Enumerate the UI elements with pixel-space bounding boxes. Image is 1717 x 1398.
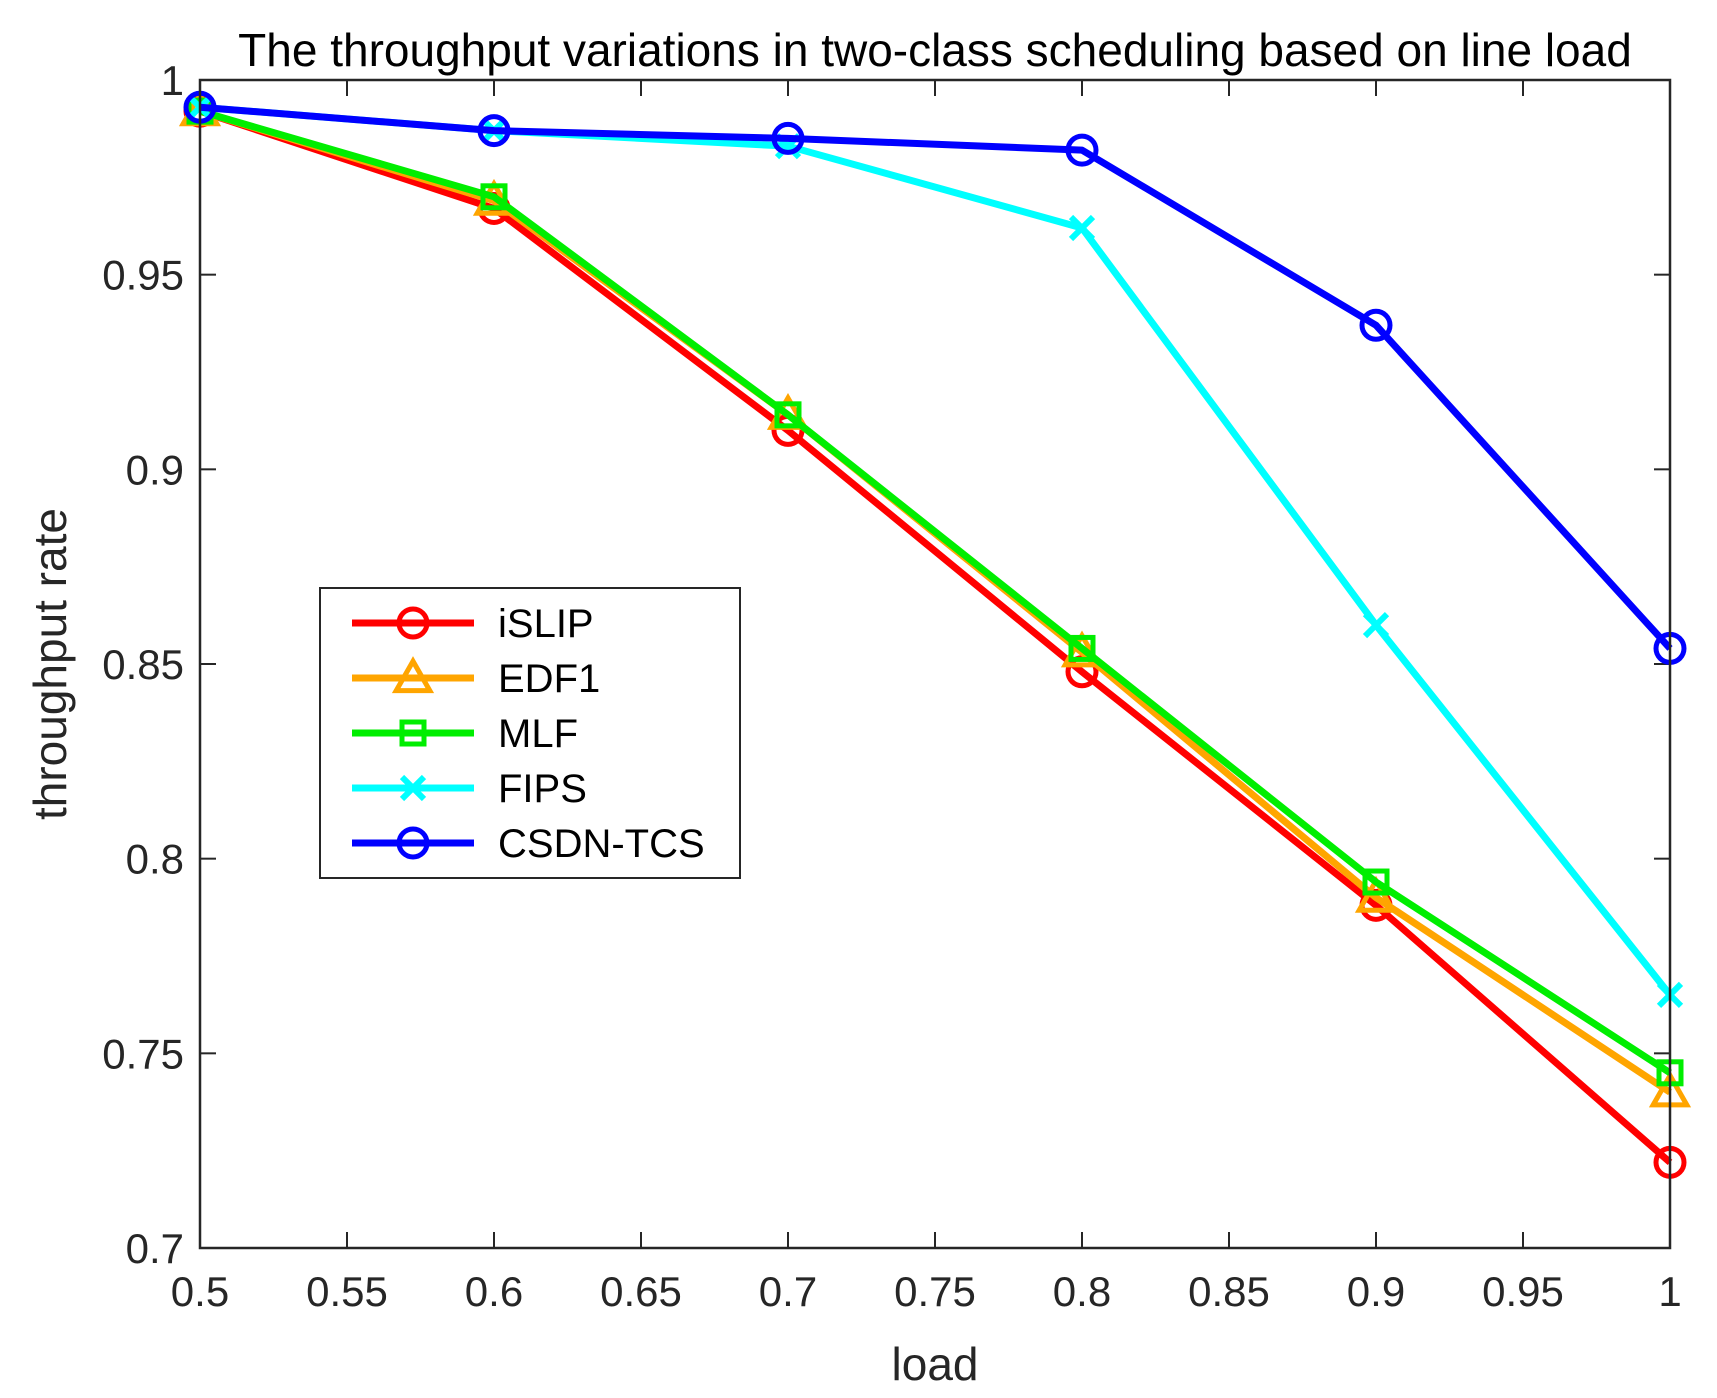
x-tick-label: 0.65 xyxy=(600,1268,682,1315)
y-axis-label: throughput rate xyxy=(24,508,76,820)
x-tick-label: 0.6 xyxy=(465,1268,523,1315)
y-tick-label: 0.9 xyxy=(126,446,184,493)
legend: iSLIP EDF1 MLF FIPS CSDN-TCS xyxy=(319,587,741,879)
legend-label: EDF1 xyxy=(498,657,600,701)
data-point xyxy=(1068,634,1096,662)
legend-item: MLF xyxy=(352,712,578,756)
data-point xyxy=(774,401,802,429)
series-line xyxy=(199,103,1673,651)
legend-marker xyxy=(396,606,430,640)
x-tick-label: 0.95 xyxy=(1482,1268,1564,1315)
data-point xyxy=(771,121,805,155)
x-tick-label: 0.55 xyxy=(306,1268,388,1315)
data-point xyxy=(1362,611,1390,639)
legend-item: CSDN-TCS xyxy=(352,822,705,866)
legend-marker xyxy=(396,826,430,860)
legend-label: CSDN-TCS xyxy=(498,822,705,866)
x-tick-labels: 0.5 0.55 0.6 0.65 0.7 0.75 0.8 0.85 0.9 0.95 1 xyxy=(171,1268,1682,1315)
series-layer xyxy=(178,89,1692,1179)
legend-item: EDF1 xyxy=(352,656,600,701)
plot-frame xyxy=(198,78,1672,1250)
x-tick-label: 0.85 xyxy=(1188,1268,1270,1315)
y-tick-label: 0.85 xyxy=(102,641,184,688)
x-tick-label: 1 xyxy=(1658,1268,1681,1315)
series-line xyxy=(198,107,1673,1165)
y-tick-label: 1 xyxy=(161,57,184,104)
data-point xyxy=(1068,214,1096,242)
data-point xyxy=(472,178,516,216)
chart-title: The throughput variations in two-class s… xyxy=(238,24,1632,76)
y-tick-label: 0.7 xyxy=(126,1225,184,1272)
y-tick-label: 0.75 xyxy=(102,1030,184,1077)
axis-ticks xyxy=(199,79,1671,1249)
x-axis-label: load xyxy=(892,1338,979,1390)
x-tick-label: 0.7 xyxy=(759,1268,817,1315)
legend-marker xyxy=(391,656,435,694)
data-point xyxy=(1065,133,1099,167)
y-tick-label: 0.8 xyxy=(126,836,184,883)
y-tick-label: 0.95 xyxy=(102,252,184,299)
y-tick-labels: 0.7 0.75 0.8 0.85 0.9 0.95 1 xyxy=(102,57,184,1272)
x-tick-label: 0.9 xyxy=(1347,1268,1405,1315)
data-point-stroke xyxy=(1362,611,1390,639)
legend-marker-stroke xyxy=(399,774,427,802)
series-line xyxy=(199,107,1672,1076)
data-point xyxy=(1359,308,1393,342)
legend-label: iSLIP xyxy=(498,602,594,646)
legend-marker xyxy=(399,774,427,802)
legend-label: FIPS xyxy=(498,767,587,811)
data-point-stroke xyxy=(1068,214,1096,242)
x-tick-label: 0.75 xyxy=(894,1268,976,1315)
legend-marker xyxy=(399,719,427,747)
legend-item: iSLIP xyxy=(352,602,594,646)
legend-item: FIPS xyxy=(352,767,587,811)
x-tick-label: 0.5 xyxy=(171,1268,229,1315)
data-point xyxy=(480,183,508,211)
x-tick-label: 0.8 xyxy=(1053,1268,1111,1315)
data-point xyxy=(477,114,511,148)
legend-label: MLF xyxy=(498,712,578,756)
data-point xyxy=(1362,868,1390,896)
data-point xyxy=(1060,630,1104,668)
